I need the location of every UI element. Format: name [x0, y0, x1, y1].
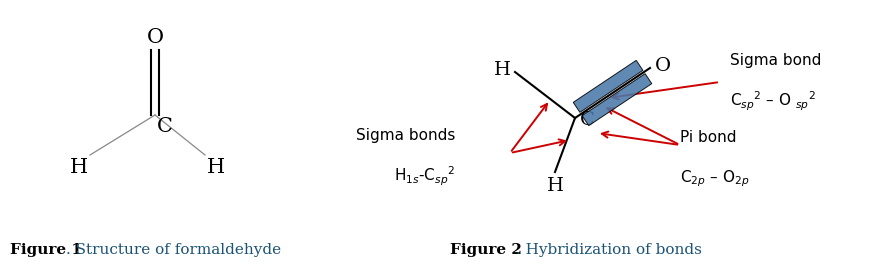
Text: . Hybridization of bonds: . Hybridization of bonds: [516, 243, 702, 257]
Text: O: O: [147, 28, 164, 47]
Text: H$_{1s}$-C$_{sp}$$^{2}$: H$_{1s}$-C$_{sp}$$^{2}$: [393, 165, 455, 188]
Text: C$_{sp}$$^{2}$ – O $_{sp}$$^{2}$: C$_{sp}$$^{2}$ – O $_{sp}$$^{2}$: [730, 90, 816, 113]
Polygon shape: [573, 60, 643, 112]
Text: H: H: [546, 177, 563, 195]
Text: Sigma bonds: Sigma bonds: [356, 128, 455, 143]
Text: C: C: [157, 117, 173, 136]
Text: C: C: [580, 111, 595, 129]
Text: H: H: [207, 158, 225, 177]
Text: Figure 2: Figure 2: [450, 243, 522, 257]
Text: H: H: [70, 158, 88, 177]
Text: . Structure of formaldehyde: . Structure of formaldehyde: [66, 243, 281, 257]
Text: H: H: [494, 61, 511, 79]
Text: C$_{2p}$ – O$_{2p}$: C$_{2p}$ – O$_{2p}$: [680, 168, 749, 189]
Polygon shape: [582, 74, 651, 126]
Text: Pi bond: Pi bond: [680, 130, 737, 145]
Text: Sigma bond: Sigma bond: [730, 53, 821, 68]
Text: Figure 1: Figure 1: [10, 243, 82, 257]
Text: O: O: [655, 57, 671, 75]
